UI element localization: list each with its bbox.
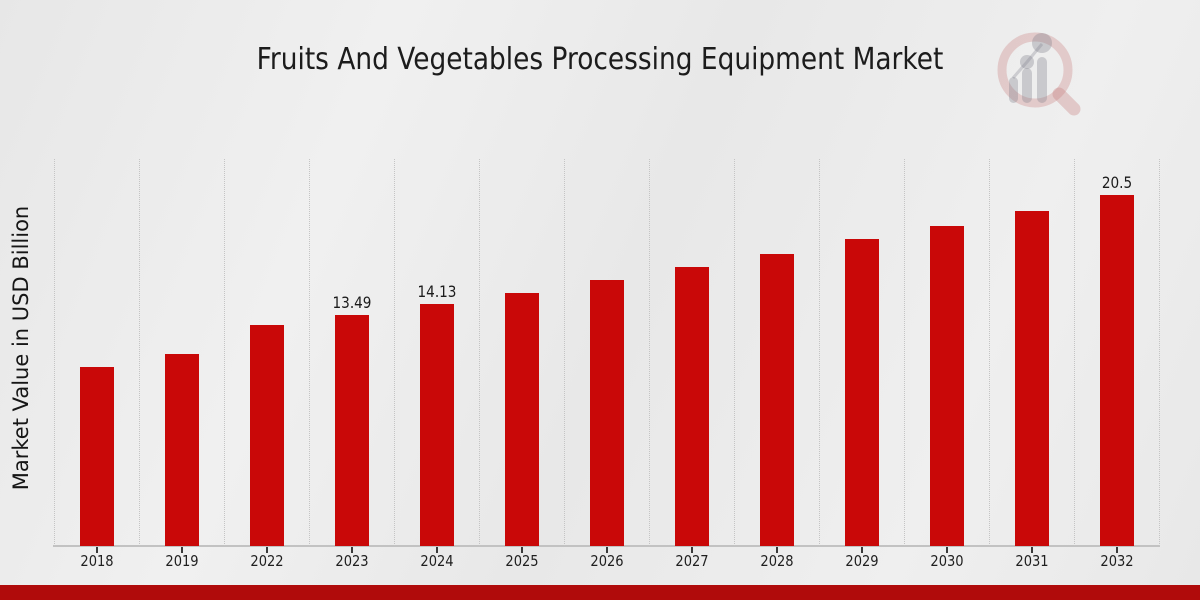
gridline <box>904 159 905 546</box>
bar-2018 <box>79 367 114 546</box>
x-tick-label-2029: 2029 <box>844 552 879 570</box>
footer-banner <box>0 585 1200 600</box>
bar-2019 <box>164 354 199 546</box>
x-axis-tick <box>945 547 948 553</box>
bar-2022 <box>249 325 284 546</box>
bar-2031 <box>1014 211 1049 546</box>
magnifier-bar-chart-logo <box>997 32 1081 116</box>
x-axis-tick <box>1115 547 1118 553</box>
x-tick-label-2022: 2022 <box>249 552 284 570</box>
x-tick-label-2032: 2032 <box>1099 552 1134 570</box>
bar-2032 <box>1099 195 1134 546</box>
x-axis-tick <box>180 547 183 553</box>
bar-2024 <box>419 304 454 546</box>
x-tick-label-2019: 2019 <box>164 552 199 570</box>
bar-2030 <box>929 226 964 546</box>
chart-title: Fruits And Vegetables Processing Equipme… <box>256 42 944 77</box>
gridline <box>819 159 820 546</box>
x-tick-label-2027: 2027 <box>674 552 709 570</box>
x-axis-tick <box>520 547 523 553</box>
x-axis-tick <box>775 547 778 553</box>
gridline <box>734 159 735 546</box>
gridline <box>54 159 55 546</box>
x-tick-label-2018: 2018 <box>79 552 114 570</box>
x-axis-tick <box>95 547 98 553</box>
x-tick-label-2030: 2030 <box>929 552 964 570</box>
x-tick-label-2024: 2024 <box>419 552 454 570</box>
trend-line-icon <box>1011 33 1052 79</box>
value-label-2032: 20.5 <box>1101 173 1132 193</box>
gridline <box>989 159 990 546</box>
gridline <box>1074 159 1075 546</box>
x-axis-tick <box>605 547 608 553</box>
gridline <box>139 159 140 546</box>
gridline <box>224 159 225 546</box>
bar-2028 <box>759 253 794 546</box>
gridline <box>1159 159 1160 546</box>
x-axis-tick <box>1030 547 1033 553</box>
bar-2025 <box>504 292 539 546</box>
x-tick-label-2025: 2025 <box>504 552 539 570</box>
value-label-2023: 13.49 <box>332 293 371 313</box>
gridline <box>649 159 650 546</box>
bar-2027 <box>674 266 709 546</box>
bar-2029 <box>844 239 879 546</box>
magnifier-handle-icon <box>1052 87 1081 116</box>
x-axis-tick <box>860 547 863 553</box>
x-tick-label-2028: 2028 <box>759 552 794 570</box>
x-tick-label-2026: 2026 <box>589 552 624 570</box>
x-axis-tick <box>265 547 268 553</box>
gridline <box>394 159 395 546</box>
gridline <box>309 159 310 546</box>
magnifier-ring-icon <box>997 32 1073 108</box>
x-axis-line <box>53 545 1160 547</box>
x-axis-tick <box>350 547 353 553</box>
bar-2026 <box>589 279 624 546</box>
bar-2023 <box>334 315 369 546</box>
x-tick-label-2031: 2031 <box>1014 552 1049 570</box>
value-label-2024: 14.13 <box>417 282 456 302</box>
gridline <box>479 159 480 546</box>
x-axis-tick <box>435 547 438 553</box>
gridline <box>564 159 565 546</box>
x-tick-label-2023: 2023 <box>334 552 369 570</box>
x-axis-tick <box>690 547 693 553</box>
mini-bars-icon <box>1009 57 1047 103</box>
